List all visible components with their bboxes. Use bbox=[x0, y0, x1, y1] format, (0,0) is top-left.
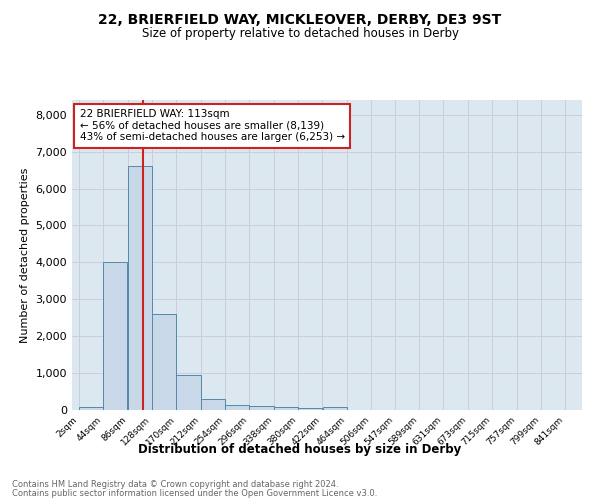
Text: 22, BRIERFIELD WAY, MICKLEOVER, DERBY, DE3 9ST: 22, BRIERFIELD WAY, MICKLEOVER, DERBY, D… bbox=[98, 12, 502, 26]
Bar bbox=[176, 375, 200, 410]
Bar bbox=[79, 407, 103, 410]
Bar bbox=[201, 399, 225, 410]
Bar bbox=[103, 262, 127, 410]
Text: Distribution of detached houses by size in Derby: Distribution of detached houses by size … bbox=[139, 442, 461, 456]
Bar bbox=[250, 406, 274, 410]
Bar bbox=[225, 405, 249, 410]
Text: Size of property relative to detached houses in Derby: Size of property relative to detached ho… bbox=[142, 28, 458, 40]
Bar bbox=[152, 314, 176, 410]
Bar bbox=[298, 408, 322, 410]
Text: Contains public sector information licensed under the Open Government Licence v3: Contains public sector information licen… bbox=[12, 489, 377, 498]
Y-axis label: Number of detached properties: Number of detached properties bbox=[20, 168, 30, 342]
Text: Contains HM Land Registry data © Crown copyright and database right 2024.: Contains HM Land Registry data © Crown c… bbox=[12, 480, 338, 489]
Bar bbox=[274, 407, 298, 410]
Bar bbox=[128, 166, 152, 410]
Text: 22 BRIERFIELD WAY: 113sqm
← 56% of detached houses are smaller (8,139)
43% of se: 22 BRIERFIELD WAY: 113sqm ← 56% of detac… bbox=[80, 110, 345, 142]
Bar bbox=[323, 407, 347, 410]
